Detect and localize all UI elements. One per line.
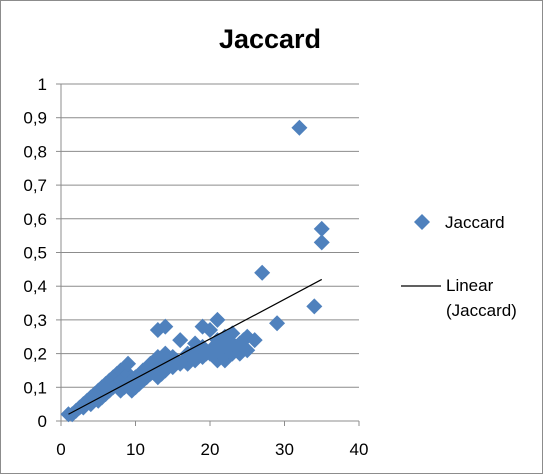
x-tick-label: 30 [275,440,294,459]
y-tick-label: 0,6 [23,210,47,229]
data-point-diamond [239,342,256,359]
y-tick-label: 0,4 [23,277,47,296]
data-point-diamond [313,220,330,237]
legend-label-jaccard: Jaccard [445,213,505,232]
data-point-diamond [269,315,286,332]
linear-trendline [68,278,323,415]
data-point-diamond [313,234,330,251]
axes [56,83,360,426]
y-tick-label: 0,9 [23,109,47,128]
trendline-segment [68,278,323,415]
data-point-diamond [291,119,308,136]
data-point-diamond [157,318,174,335]
legend: Jaccard Linear (Jaccard) [401,213,517,320]
data-point-diamond [112,362,129,379]
data-point-diamond [202,322,218,339]
data-point-diamond [172,332,189,349]
y-tick-label: 0,5 [23,244,47,263]
x-tick-label: 20 [201,440,220,459]
y-axis-tick-labels: 0 0,1 0,2 0,3 0,4 0,5 0,6 0,7 0,8 0,9 1 [23,75,47,431]
data-point-diamond [306,298,323,315]
y-tick-label: 0,2 [23,345,47,364]
y-tick-label: 0 [38,412,47,431]
chart-title: Jaccard [219,24,321,54]
legend-label-linear: Linear [446,276,494,295]
data-point-diamond [254,264,271,281]
y-tick-label: 0,1 [23,378,47,397]
data-point-diamond [120,355,137,372]
legend-label-linear-series: (Jaccard) [446,301,517,320]
data-point-diamond [246,332,263,349]
legend-diamond-marker [414,214,430,230]
y-tick-label: 1 [38,75,47,94]
gridlines [61,83,359,388]
x-tick-label: 0 [56,440,65,459]
y-tick-label: 0,3 [23,311,47,330]
y-tick-label: 0,7 [23,176,47,195]
x-tick-label: 10 [126,440,145,459]
x-axis-tick-labels: 0 10 20 30 40 [56,440,368,459]
x-tick-label: 40 [350,440,369,459]
data-point-diamond [209,311,226,328]
y-tick-label: 0,8 [23,142,47,161]
data-points [60,119,330,423]
